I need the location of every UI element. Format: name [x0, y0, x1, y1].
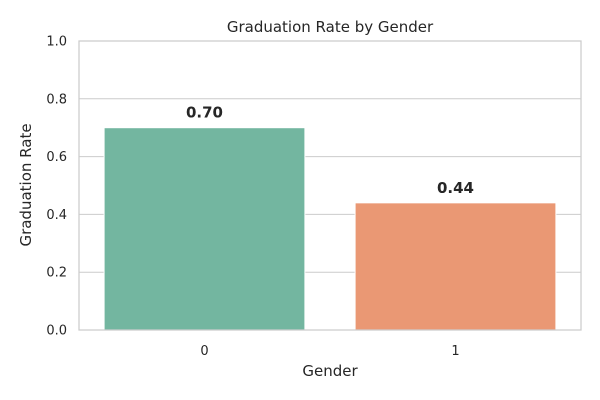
bars [103, 127, 557, 331]
y-tick-label: 1.0 [46, 35, 67, 50]
y-tick-label: 0.2 [46, 266, 67, 281]
y-tick-label: 0.8 [46, 92, 67, 107]
y-tick-labels: 0.0 0.2 0.4 0.6 0.8 1.0 [46, 35, 67, 339]
y-tick-label: 0.4 [46, 208, 67, 223]
x-tick-label: 0 [200, 344, 208, 359]
plot-frame [78, 40, 582, 331]
y-tick-label: 0.0 [46, 324, 67, 339]
x-axis-label: Gender [302, 362, 358, 380]
bar-0 [103, 127, 306, 331]
x-tick-label: 1 [451, 344, 459, 359]
data-labels: 0.70 0.44 [186, 104, 474, 197]
data-label: 0.44 [437, 179, 474, 197]
bar-1 [354, 202, 557, 331]
y-axis-label: Graduation Rate [17, 123, 35, 246]
y-tick-label: 0.6 [46, 150, 67, 165]
chart-title: Graduation Rate by Gender [227, 18, 434, 36]
data-label: 0.70 [186, 104, 223, 122]
